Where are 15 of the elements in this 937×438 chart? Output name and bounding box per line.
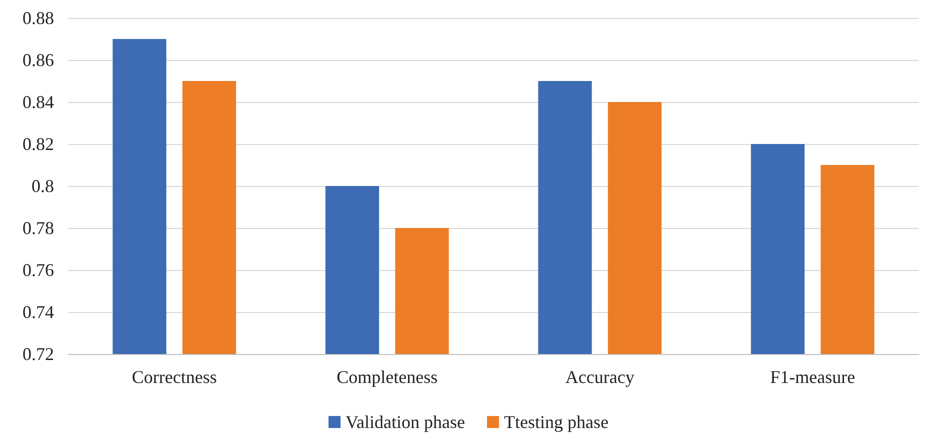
y-tick-label: 0.84 [22,92,54,112]
y-tick-label: 0.8 [32,176,54,196]
y-tick-label: 0.72 [22,344,54,364]
x-tick-label: Correctness [132,367,217,387]
x-tick-label: Completeness [336,367,438,387]
y-tick-label: 0.86 [22,50,54,70]
legend-label: Validation phase [346,412,466,432]
x-tick-label: F1-measure [770,367,856,387]
y-tick-label: 0.88 [22,8,54,28]
y-tick-label: 0.78 [22,218,54,238]
x-tick-label: Accuracy [565,367,634,387]
y-tick-label: 0.74 [22,302,54,322]
legend-label: Ttesting phase [504,412,608,432]
y-tick-label: 0.76 [22,260,54,280]
y-tick-label: 0.82 [22,134,54,154]
